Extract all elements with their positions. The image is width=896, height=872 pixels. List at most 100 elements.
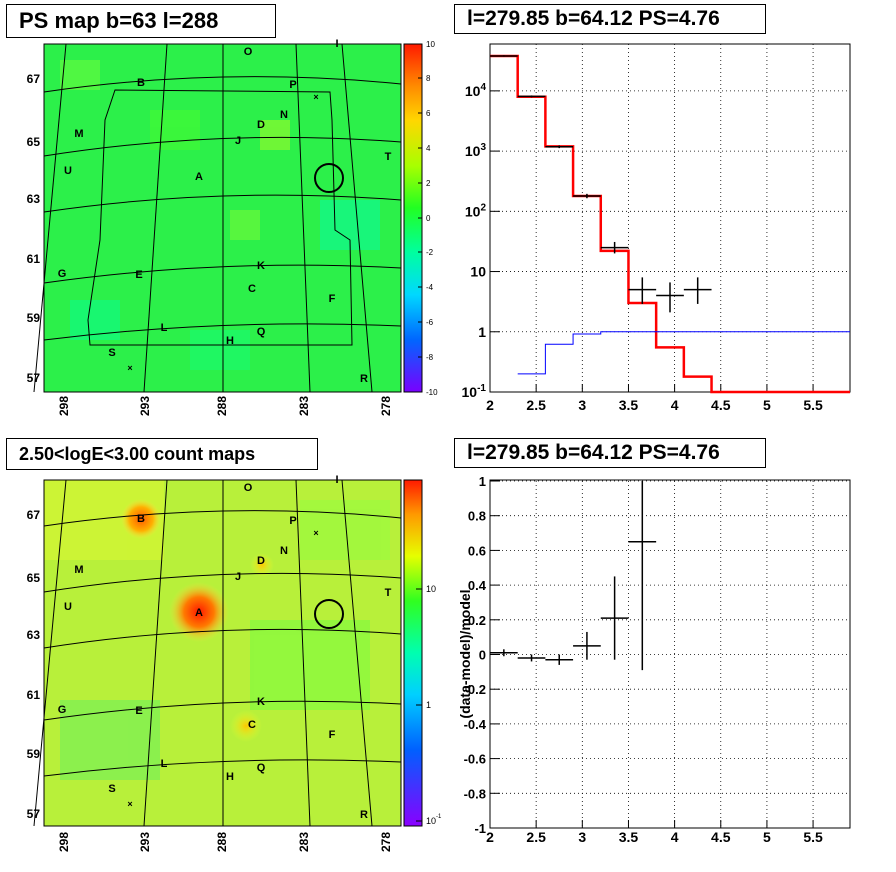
ts-colorbar-label: -2 bbox=[426, 248, 434, 257]
data-point bbox=[600, 576, 629, 660]
source-label-C: C bbox=[248, 283, 256, 295]
x-tick-label: 3 bbox=[578, 829, 586, 845]
ts-map-texture bbox=[60, 60, 380, 370]
data-point bbox=[517, 654, 546, 662]
lat-tick-label: 59 bbox=[27, 311, 41, 325]
source-label-E: E bbox=[135, 269, 142, 281]
y-tick-label: 0.4 bbox=[468, 578, 487, 593]
lat-tick-label: 65 bbox=[27, 135, 41, 149]
source-label-L: L bbox=[161, 758, 168, 770]
x-tick-label: 3 bbox=[578, 397, 586, 413]
lon-tick-label: 278 bbox=[379, 396, 393, 416]
lon-line-298 bbox=[33, 43, 67, 393]
source-label-J: J bbox=[235, 135, 241, 147]
data-point bbox=[683, 277, 712, 304]
data-point bbox=[573, 631, 601, 660]
lon-tick-label: 283 bbox=[297, 832, 311, 852]
y-tick-label: 1 bbox=[479, 474, 486, 489]
y-tick-label: 0.2 bbox=[468, 613, 486, 628]
ts-map-border bbox=[43, 43, 402, 393]
lat-tick-label: 65 bbox=[27, 571, 41, 585]
lat-tick-label: 57 bbox=[27, 807, 41, 821]
texture-patch bbox=[250, 620, 370, 710]
lat-tick-label: 67 bbox=[27, 508, 41, 522]
ts-map-grid bbox=[33, 43, 402, 393]
y-tick-label: -1 bbox=[474, 821, 486, 836]
y-tick-label: -0.8 bbox=[464, 786, 486, 801]
source-label-R: R bbox=[360, 809, 368, 821]
ts-colorbar-label: 10 bbox=[426, 40, 435, 49]
source-marker: × bbox=[127, 363, 132, 373]
source-label-N: N bbox=[280, 109, 288, 121]
x-tick-label: 3.5 bbox=[619, 829, 639, 845]
y-tick-label: 104 bbox=[465, 82, 487, 99]
texture-patch bbox=[70, 300, 120, 340]
lon-line-278 bbox=[341, 479, 373, 827]
lat-tick-label: 63 bbox=[27, 628, 41, 642]
source-label-C: C bbox=[248, 719, 256, 731]
source-label-M: M bbox=[74, 564, 83, 576]
spectrum-title: l=279.85 b=64.12 PS=4.76 bbox=[454, 4, 766, 34]
source-label-B: B bbox=[137, 77, 145, 89]
ts-colorbar bbox=[403, 43, 423, 393]
texture-patch bbox=[230, 210, 260, 240]
source-label-R: R bbox=[360, 373, 368, 385]
source-label-S: S bbox=[108, 783, 115, 795]
source-label-T: T bbox=[385, 151, 392, 163]
source-label-K: K bbox=[257, 260, 265, 272]
x-tick-label: 2 bbox=[486, 829, 494, 845]
source-marker: × bbox=[313, 528, 318, 538]
source-label-O: O bbox=[244, 482, 253, 494]
residual-frame bbox=[489, 479, 851, 829]
data-point bbox=[517, 95, 546, 98]
source-label-F: F bbox=[329, 729, 336, 741]
source-label-D: D bbox=[257, 119, 265, 131]
source-label-A: A bbox=[195, 607, 203, 619]
count-map-title: 2.50<logE<3.00 count maps bbox=[6, 438, 318, 470]
source-label-G: G bbox=[58, 704, 67, 716]
hotspot-A bbox=[169, 582, 229, 642]
lon-tick-label: 293 bbox=[138, 832, 152, 852]
lat-tick-label: 61 bbox=[27, 252, 41, 266]
texture-patch bbox=[260, 120, 290, 150]
y-tick-label: -0.4 bbox=[464, 717, 487, 732]
source-label-Q: Q bbox=[257, 762, 266, 774]
lat-tick-label: 67 bbox=[27, 72, 41, 86]
residual-title: l=279.85 b=64.12 PS=4.76 bbox=[454, 438, 766, 468]
source-label-H: H bbox=[226, 335, 234, 347]
source-label-D: D bbox=[257, 555, 265, 567]
spectrum-grid bbox=[489, 44, 850, 393]
residual-ticks: 2 2.5 3 3.5 4 4.5 5 5.5 1 0.8 0.6 0.4 0.2 0 -0.2 -0.4 -0… bbox=[464, 474, 823, 845]
lon-line-283 bbox=[295, 479, 311, 827]
data-point bbox=[573, 193, 601, 199]
count-colorbar-label: 10 bbox=[426, 584, 436, 594]
count-colorbar-label: 1 bbox=[426, 700, 431, 710]
x-tick-label: 2.5 bbox=[526, 397, 546, 413]
source-marker: × bbox=[313, 92, 318, 102]
lon-line-283 bbox=[295, 43, 311, 393]
source-label-K: K bbox=[257, 696, 265, 708]
ts-map-field bbox=[44, 44, 401, 392]
data-point bbox=[545, 654, 574, 665]
spectrum-frame bbox=[489, 43, 851, 393]
ts-colorbar-label: -8 bbox=[426, 353, 434, 362]
count-map-labels: O I B P N D J M T U A K G E C F L H Q S R × × 67 65 63 61 59 57 298 29… bbox=[27, 474, 442, 852]
lon-line-278 bbox=[341, 43, 373, 393]
ts-map-labels: O I B P N D J M T U A K G E C F L H Q S R × × 67 65 63 61 59 57 298 29… bbox=[27, 38, 438, 416]
survey-boundary bbox=[87, 89, 353, 346]
lat-line-61 bbox=[43, 264, 402, 284]
lon-tick-label: 298 bbox=[57, 396, 71, 416]
count-map-grid bbox=[33, 479, 402, 827]
texture-patch bbox=[190, 330, 250, 370]
source-label-Q: Q bbox=[257, 326, 266, 338]
count-colorbar-bar bbox=[403, 479, 423, 827]
lon-tick-label: 288 bbox=[215, 832, 229, 852]
ts-map-frame bbox=[43, 43, 402, 393]
count-map-border bbox=[43, 479, 402, 827]
source-label-O: O bbox=[244, 46, 253, 58]
data-point bbox=[600, 241, 629, 254]
source-label-F: F bbox=[329, 293, 336, 305]
